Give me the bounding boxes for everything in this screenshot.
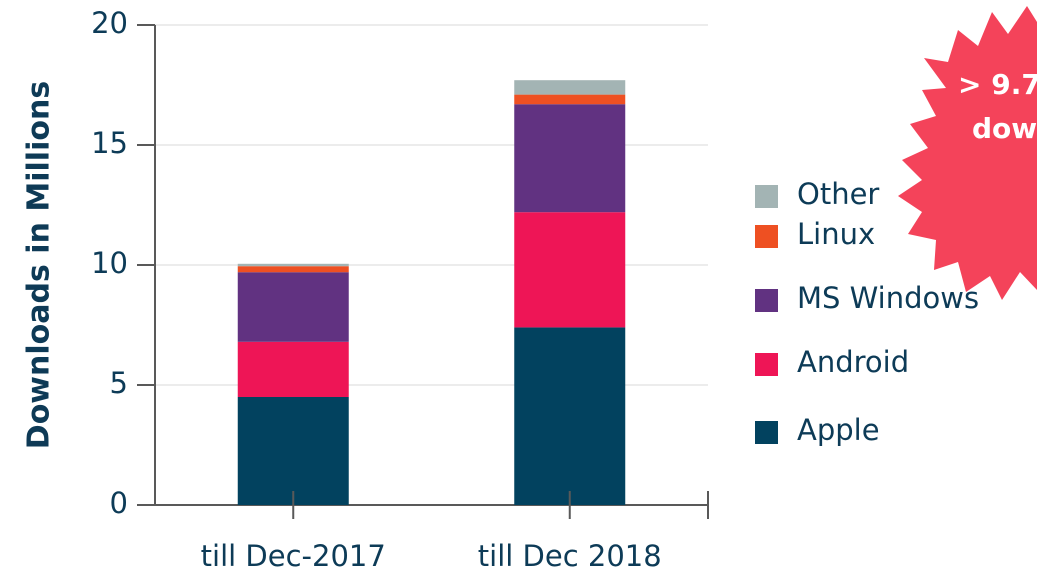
legend-label: Android [797, 345, 909, 379]
legend-label: Apple [797, 413, 880, 447]
x-tick-label: till Dec-2017 [201, 539, 386, 573]
bar-segment [514, 212, 626, 328]
bar-segment [237, 272, 349, 342]
y-tick-label: 0 [110, 486, 128, 520]
x-tick-label: till Dec 2018 [478, 539, 662, 573]
legend-swatch [755, 185, 778, 208]
badge-text: > 9.7 [958, 68, 1037, 101]
bar-segment [237, 341, 349, 397]
bar-segment [237, 397, 349, 505]
y-axis-label: Downloads in Millions [22, 81, 57, 449]
legend-swatch [755, 225, 778, 248]
bar-segment [514, 104, 626, 213]
bar-segment [514, 80, 626, 95]
legend-swatch [755, 289, 778, 312]
bar-segment [237, 266, 349, 273]
bar-segment [237, 263, 349, 267]
bar-segment [514, 327, 626, 505]
y-tick-label: 10 [91, 246, 128, 280]
legend-label: Linux [797, 217, 875, 251]
legend-label: Other [797, 177, 879, 211]
y-tick-label: 20 [91, 6, 128, 40]
legend-label: MS Windows [797, 281, 979, 315]
legend-swatch [755, 353, 778, 376]
legend-swatch [755, 421, 778, 444]
bar-segment [514, 94, 626, 105]
badge [898, 6, 1037, 300]
badge-text: dow [972, 112, 1037, 145]
y-tick-label: 5 [110, 366, 128, 400]
y-tick-label: 15 [91, 126, 128, 160]
